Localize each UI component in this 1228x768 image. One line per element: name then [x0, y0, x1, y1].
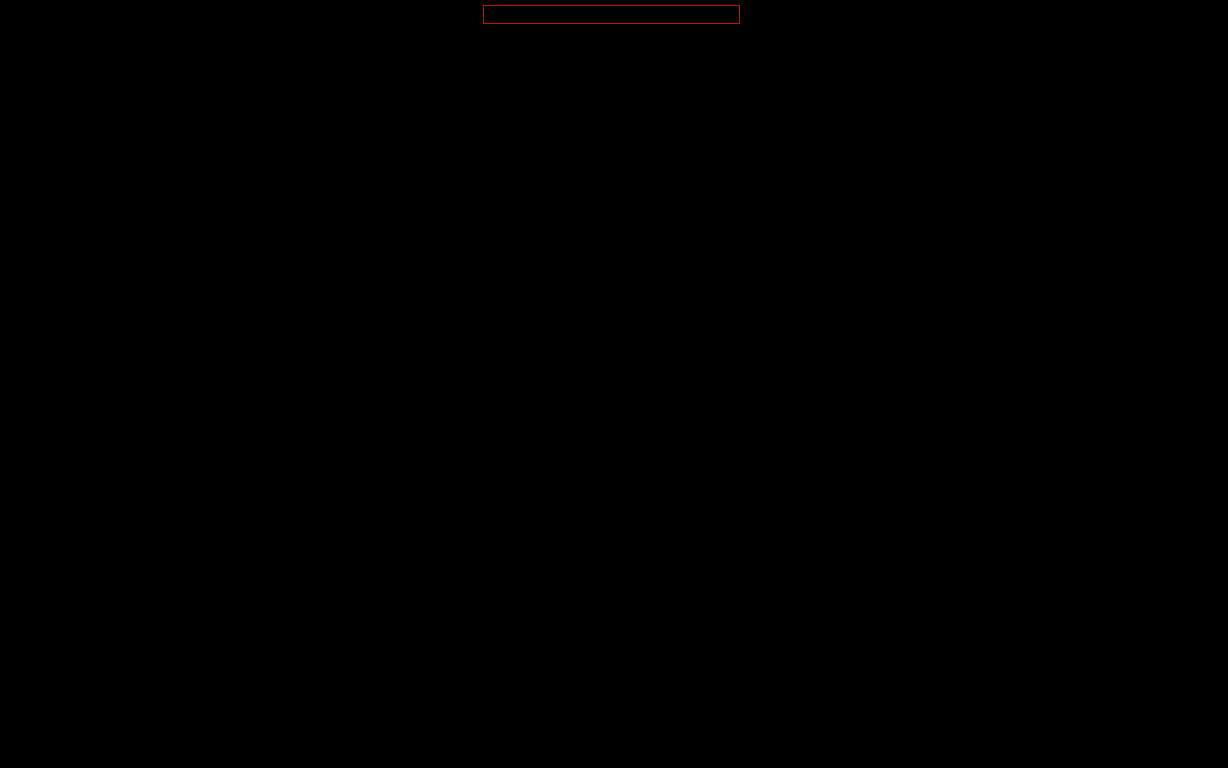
colorbar-gradient: [483, 5, 740, 24]
heatmap-canvas: [126, 41, 1148, 674]
